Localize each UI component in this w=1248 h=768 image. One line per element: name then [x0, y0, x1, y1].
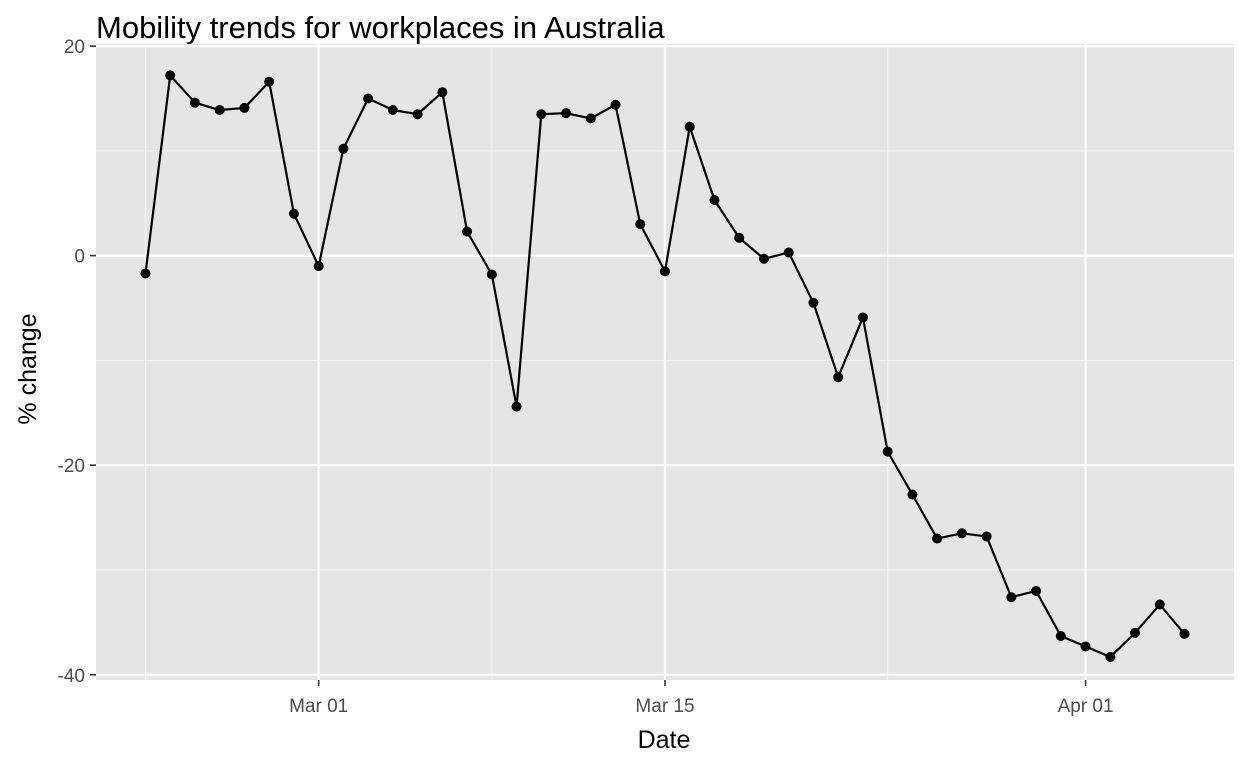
data-point [486, 269, 497, 280]
series-layer [140, 70, 1190, 662]
data-point [189, 97, 200, 108]
data-point [857, 312, 868, 323]
data-point [462, 226, 473, 237]
data-point [758, 253, 769, 264]
axes: -40 -20 0 20 Mar 01 Mar 15 Apr 01 [58, 37, 1114, 717]
data-point [1006, 592, 1017, 603]
y-tick-label: 20 [64, 37, 85, 58]
data-point [1080, 641, 1091, 652]
data-point [907, 489, 918, 500]
chart-title: Mobility trends for workplaces in Austra… [96, 10, 665, 45]
data-point [585, 113, 596, 124]
data-point [956, 528, 967, 539]
data-point [536, 109, 547, 120]
data-point [511, 401, 522, 412]
data-point [660, 266, 670, 277]
x-tick-label: Mar 15 [635, 696, 694, 717]
data-point [684, 121, 695, 132]
y-tick-label: -40 [58, 666, 85, 687]
y-tick-label: -20 [58, 456, 85, 477]
data-point [783, 247, 794, 258]
data-point [264, 76, 275, 87]
data-point [214, 105, 225, 116]
data-point [734, 232, 745, 243]
data-point [387, 105, 398, 116]
data-point [932, 533, 943, 544]
data-point [1130, 627, 1141, 638]
data-point [610, 99, 621, 110]
data-point [1154, 599, 1165, 610]
data-point [1105, 651, 1116, 662]
data-point [808, 297, 819, 308]
major-gridlines [96, 44, 1234, 680]
data-point [882, 446, 893, 457]
x-tick-label: Apr 01 [1058, 696, 1114, 717]
data-point [561, 108, 572, 119]
data-point [239, 102, 250, 113]
data-point [165, 70, 176, 81]
data-point [709, 195, 720, 206]
data-point [288, 208, 299, 219]
data-point [313, 261, 324, 272]
data-point [412, 109, 423, 120]
x-axis-title: Date [638, 726, 691, 754]
data-point [1179, 628, 1190, 639]
y-tick-label: 0 [74, 247, 85, 268]
data-point [1031, 585, 1042, 596]
data-point [140, 268, 151, 279]
data-point [338, 143, 349, 154]
x-tick-label: Mar 01 [289, 696, 348, 717]
data-point [363, 93, 374, 104]
data-point [981, 531, 992, 542]
data-point [1055, 630, 1066, 641]
y-axis-title: % change [14, 313, 42, 424]
data-point [437, 87, 448, 98]
data-point [833, 372, 844, 383]
data-point [635, 219, 646, 230]
